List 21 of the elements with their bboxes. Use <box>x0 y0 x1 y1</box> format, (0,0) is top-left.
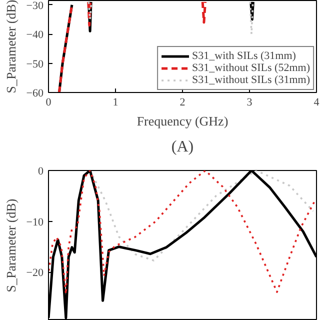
y-tick-label: −40 <box>26 29 44 42</box>
x-tick-label: 0 <box>46 96 52 108</box>
y-tick-label: 0 <box>38 166 44 178</box>
text: (A) <box>171 138 194 156</box>
y-tick-label: −50 <box>26 58 44 70</box>
line-series <box>48 170 316 320</box>
y-tick-label: −60 <box>26 88 44 100</box>
y-axis-title: S_Parameter (dB) <box>3 0 18 94</box>
legend-label: S31_without SILs (52mm) <box>192 62 310 74</box>
x-axis-title: Frequency (GHz) <box>136 114 228 128</box>
x-tick-label: 4 <box>314 96 320 108</box>
y-tick-label: −30 <box>26 0 44 12</box>
legend-label: S31_without SILs (31mm) <box>192 74 310 86</box>
x-tick-label: 2 <box>180 96 186 108</box>
x-tick-label: 1 <box>112 96 118 108</box>
y-tick-label: −10 <box>26 216 44 228</box>
legend-label: S31_with SILs (31mm) <box>192 50 296 62</box>
line-series <box>48 170 316 295</box>
y-tick-label: −20 <box>26 267 44 280</box>
x-tick-label: 3 <box>246 96 253 108</box>
y-axis-title: S_Parameter (dB) <box>3 198 18 292</box>
